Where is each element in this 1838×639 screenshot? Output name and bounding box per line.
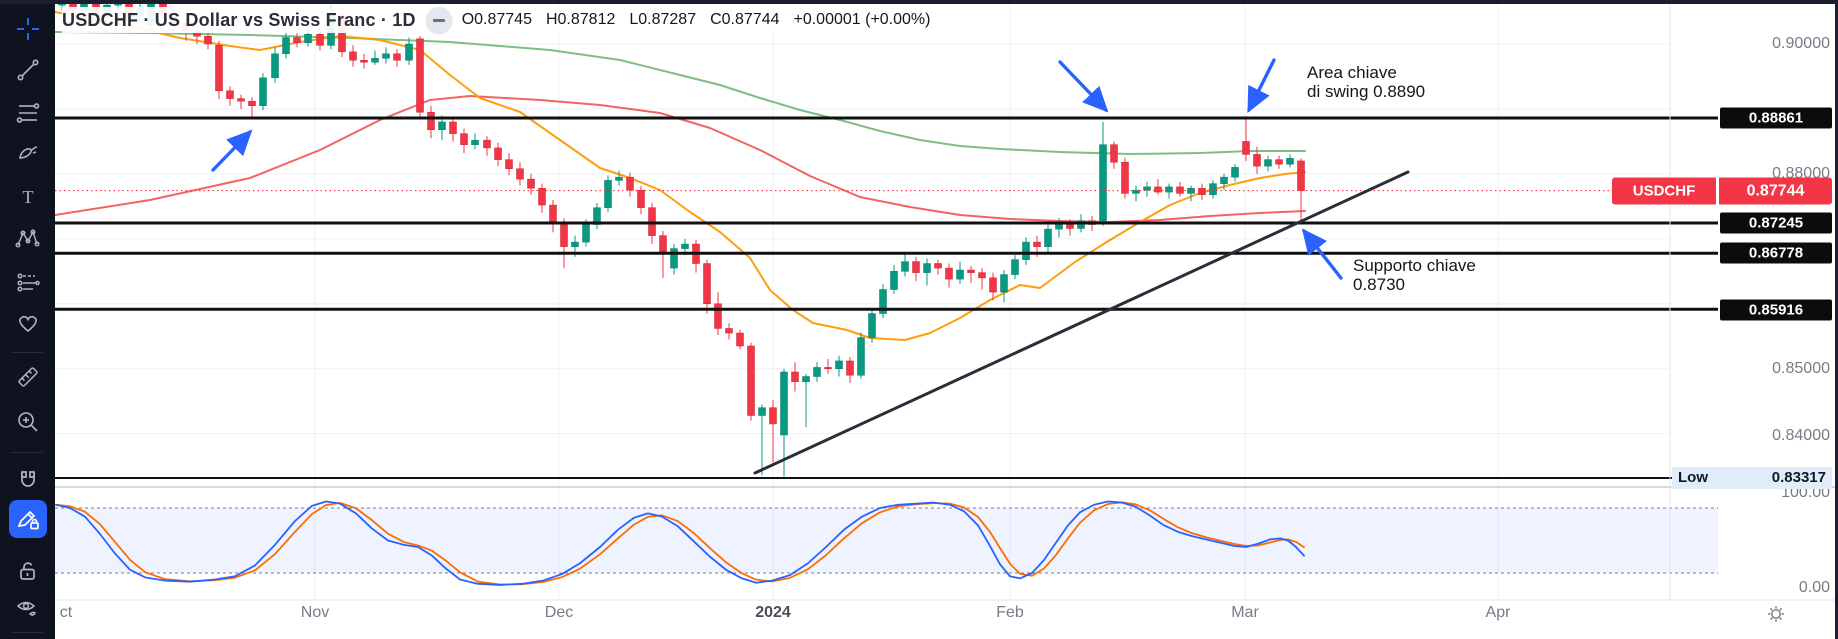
lock-all-icon (19, 562, 35, 580)
gear-icon (1768, 606, 1784, 622)
time-axis-label-2024: 2024 (755, 604, 791, 621)
tool-hide-drawings-button[interactable] (9, 589, 47, 627)
toolbar-divider (12, 632, 43, 633)
window-right-edge (1835, 0, 1838, 639)
measure-ruler-icon (17, 367, 38, 387)
tool-fib-retracement-button[interactable] (9, 94, 47, 132)
hide-drawings-icon (16, 601, 36, 616)
emoji-heart-icon (18, 315, 37, 333)
svg-text:T: T (22, 187, 33, 207)
toolbar-divider (12, 352, 43, 353)
low-value: L0.87287 (629, 11, 697, 28)
chart-header: USDCHF · US Dollar vs Swiss Franc · 1D O… (62, 7, 991, 33)
price-axis-label: 0.00 (1798, 579, 1830, 596)
collapse-indicator-button[interactable] (425, 7, 452, 33)
symbol-price-chip-label: USDCHF (1612, 177, 1716, 205)
annotation-supporto-chiave[interactable]: Supporto chiave 0.8730 (1353, 256, 1476, 294)
tool-emoji-heart-button[interactable] (9, 304, 47, 342)
symbol-title[interactable]: USDCHF · US Dollar vs Swiss Franc · 1D (62, 9, 416, 30)
annotation-area-line1: Area chiave (1307, 63, 1397, 82)
brush-icon (18, 146, 37, 159)
tool-text-button[interactable]: T (9, 178, 47, 216)
tool-forecast-button[interactable] (9, 262, 47, 300)
annotation-area-line2: di swing 0.8890 (1307, 82, 1426, 101)
tool-drawing-lock-button[interactable] (8, 500, 47, 538)
tool-trend-line-button[interactable] (9, 51, 47, 89)
ohlc-values: O0.87745 H0.87812 L0.87287 C0.87744 +0.0… (462, 11, 931, 29)
level-price-badge: 0.87245 (1720, 212, 1832, 234)
text-icon: T (22, 187, 33, 207)
time-axis-label-Apr: Apr (1485, 604, 1511, 621)
tool-magnet-button[interactable] (9, 462, 47, 500)
time-axis-label-Feb: Feb (996, 604, 1024, 621)
tool-lock-all-button[interactable] (9, 552, 47, 590)
tool-brush-button[interactable] (9, 135, 47, 173)
tool-xabcd-pattern-button[interactable] (9, 220, 47, 258)
fib-retracement-icon (16, 103, 39, 123)
magnet-icon (20, 471, 35, 487)
window-top-edge (0, 0, 1838, 4)
drawing-lock-icon (17, 510, 39, 530)
time-axis-label-Mar: Mar (1231, 604, 1259, 621)
annotation-support-line1: Supporto chiave (1353, 256, 1476, 275)
tool-crosshair-button[interactable] (9, 10, 47, 48)
zoom-in-icon (17, 412, 38, 432)
time-axis-label-ct: ct (59, 604, 73, 621)
level-price-badge: 0.86778 (1720, 242, 1832, 264)
forecast-icon (16, 273, 40, 292)
drawing-toolbar: T (0, 0, 55, 639)
change-value: +0.00001 (+0.00%) (793, 11, 931, 28)
low-marker-value: 0.83317 (1722, 467, 1832, 489)
timezone-settings-gear-button[interactable] (1766, 604, 1786, 629)
toolbar-divider (12, 452, 43, 453)
symbol-price-chip-value: 0.87744 (1719, 177, 1832, 205)
annotation-area-chiave[interactable]: Area chiave di swing 0.8890 (1307, 63, 1425, 101)
low-marker-label: Low (1672, 467, 1724, 489)
price-axis-label: 0.85000 (1772, 360, 1830, 377)
level-price-badge: 0.85916 (1720, 299, 1832, 321)
price-axis-label: 0.84000 (1772, 427, 1830, 444)
close-value: C0.87744 (710, 11, 780, 28)
open-value: O0.87745 (461, 11, 532, 28)
time-axis-label-Nov: Nov (300, 604, 330, 621)
crosshair-icon (16, 18, 39, 40)
level-price-badge: 0.88861 (1720, 107, 1832, 129)
minus-icon (432, 18, 445, 22)
annotation-support-line2: 0.8730 (1353, 275, 1405, 294)
time-axis-label-Dec: Dec (544, 604, 574, 621)
trend-line-icon (16, 59, 38, 81)
high-value: H0.87812 (545, 11, 616, 28)
tool-measure-ruler-button[interactable] (9, 358, 47, 396)
xabcd-pattern-icon (15, 229, 40, 248)
price-axis-label: 0.90000 (1772, 35, 1830, 52)
tool-zoom-in-button[interactable] (9, 403, 47, 441)
